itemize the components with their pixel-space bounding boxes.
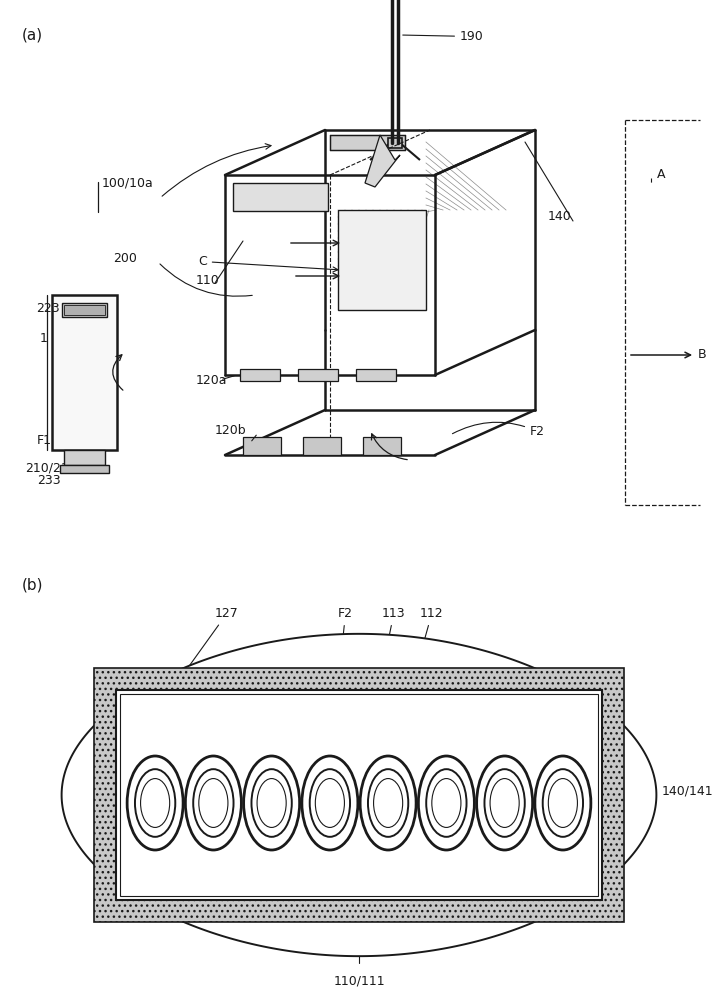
Text: 120a: 120a <box>196 373 228 386</box>
Ellipse shape <box>243 756 299 850</box>
Ellipse shape <box>141 779 169 827</box>
Text: 112: 112 <box>410 607 444 692</box>
Bar <box>340 212 424 308</box>
Bar <box>338 210 426 310</box>
Bar <box>64 450 105 465</box>
Text: 120b: 120b <box>215 424 246 436</box>
Bar <box>52 295 117 450</box>
Ellipse shape <box>485 769 525 837</box>
Bar <box>298 369 338 381</box>
Ellipse shape <box>185 756 241 850</box>
Bar <box>363 437 401 455</box>
Bar <box>303 437 341 455</box>
Bar <box>120 694 598 896</box>
Text: 430: 430 <box>0 999 1 1000</box>
Ellipse shape <box>193 769 233 837</box>
Text: 113: 113 <box>378 607 406 692</box>
Ellipse shape <box>309 769 350 837</box>
Ellipse shape <box>360 756 416 850</box>
Text: 200: 200 <box>113 251 137 264</box>
Ellipse shape <box>127 756 183 850</box>
Text: C: C <box>198 255 338 272</box>
Text: 223: 223 <box>36 302 60 314</box>
Ellipse shape <box>543 769 583 837</box>
Bar <box>238 191 323 199</box>
Text: 210/211: 210/211 <box>25 462 77 475</box>
Text: 1: 1 <box>40 332 48 344</box>
Text: 110/111: 110/111 <box>333 975 385 988</box>
Bar <box>356 369 396 381</box>
Text: (a): (a) <box>22 28 43 43</box>
Ellipse shape <box>251 769 292 837</box>
Ellipse shape <box>135 769 175 837</box>
Polygon shape <box>365 135 400 187</box>
Bar <box>240 369 280 381</box>
Ellipse shape <box>368 769 409 837</box>
Ellipse shape <box>432 779 461 827</box>
Bar <box>116 690 602 900</box>
Text: F1: F1 <box>37 434 52 446</box>
Ellipse shape <box>302 756 358 850</box>
Bar <box>243 437 281 455</box>
Text: F2: F2 <box>337 607 353 692</box>
Ellipse shape <box>257 779 286 827</box>
Text: 233: 233 <box>37 474 60 487</box>
Ellipse shape <box>373 779 403 827</box>
Bar <box>330 135 405 150</box>
Ellipse shape <box>315 779 345 827</box>
Ellipse shape <box>535 756 591 850</box>
Ellipse shape <box>490 779 519 827</box>
Bar <box>94 668 624 922</box>
Text: A: A <box>657 168 666 182</box>
Text: 140/141: 140/141 <box>632 785 714 798</box>
Ellipse shape <box>419 756 475 850</box>
Polygon shape <box>62 634 656 956</box>
Bar <box>64 305 105 315</box>
Ellipse shape <box>199 779 228 827</box>
Text: 100/10a: 100/10a <box>102 176 154 190</box>
Text: 127: 127 <box>157 607 239 712</box>
Text: 110: 110 <box>196 273 220 286</box>
Text: 140: 140 <box>548 211 572 224</box>
Ellipse shape <box>549 779 577 827</box>
Bar <box>388 138 402 148</box>
Ellipse shape <box>426 769 467 837</box>
Text: B: B <box>698 349 707 361</box>
Bar <box>233 183 328 211</box>
Text: 190: 190 <box>403 30 484 43</box>
Text: F2: F2 <box>452 422 545 438</box>
Text: (b): (b) <box>22 578 44 593</box>
Bar <box>60 465 109 473</box>
Ellipse shape <box>477 756 533 850</box>
Bar <box>236 186 325 208</box>
Bar <box>62 303 107 317</box>
